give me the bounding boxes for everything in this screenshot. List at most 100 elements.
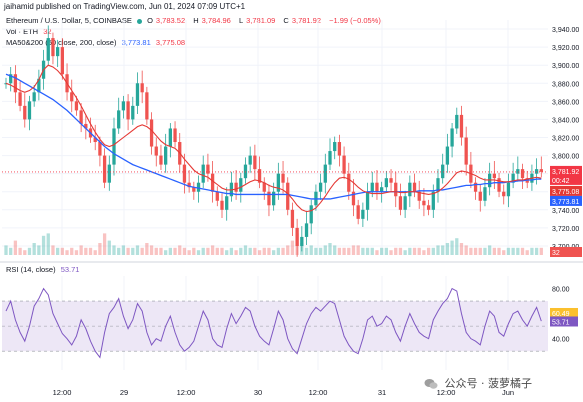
price-tick-label: 3,720.00 — [552, 226, 579, 233]
volume-bar — [65, 250, 69, 255]
price-tick-label: 3,880.00 — [552, 81, 579, 88]
candle-body — [323, 164, 327, 183]
volume-bar — [220, 247, 224, 255]
symbol-name: Ethereum / U.S. Dollar, 5, COINBASE — [6, 16, 132, 25]
candle-body — [159, 155, 163, 165]
market-status-icon — [136, 18, 142, 24]
volume-bar — [145, 243, 149, 255]
rsi-value: 53.71 — [60, 265, 80, 274]
volume-bar — [281, 247, 285, 255]
volume-bar — [516, 247, 520, 255]
candle-body — [248, 155, 252, 165]
volume-value: 32 — [43, 27, 52, 36]
volume-bar — [370, 247, 374, 255]
price-tick-label: 3,900.00 — [552, 63, 579, 70]
candle-body — [337, 142, 342, 156]
ma-slow-tag: 3,773.81 — [552, 199, 579, 206]
time-tick-label: 12:00 — [309, 388, 328, 397]
candle-body — [112, 128, 116, 165]
candle-body — [93, 137, 97, 143]
candle-body — [272, 191, 276, 206]
candle-body — [37, 78, 41, 93]
volume-bar — [488, 245, 492, 255]
rsi-tick-label: 40.00 — [552, 337, 570, 344]
candle-body — [492, 173, 496, 179]
candle-body — [192, 187, 196, 192]
volume-bar — [32, 243, 36, 255]
candle-body — [145, 92, 149, 120]
candle-body — [98, 142, 102, 156]
volume-bar — [84, 247, 88, 255]
candle-body — [483, 187, 487, 201]
time-tick-label: 30 — [254, 388, 262, 397]
candle-body — [117, 110, 121, 129]
candle-body — [370, 182, 374, 192]
price-tick-label: 3,800.00 — [552, 154, 579, 161]
volume-bar — [436, 245, 440, 255]
countdown-tag: 00:42 — [552, 178, 570, 185]
volume-bar — [206, 247, 210, 255]
volume-bar — [412, 247, 417, 255]
candle-body — [516, 169, 520, 174]
candle-body — [164, 146, 168, 165]
volume-bar — [79, 245, 83, 255]
volume-bar — [272, 250, 276, 255]
ma-label: MA50&200 (50 close, 200, close) — [6, 38, 117, 47]
volume-bar — [361, 247, 365, 255]
price-tick-label: 3,740.00 — [552, 208, 579, 215]
candle-body — [431, 191, 435, 210]
price-tick-label: 3,920.00 — [552, 45, 579, 52]
candle-body — [351, 191, 356, 206]
candle-body — [534, 169, 539, 174]
last-price-tag: 3,781.92 — [552, 169, 579, 176]
ma-value-fast: 3,775.08 — [155, 38, 186, 47]
candle-body — [253, 155, 257, 170]
volume-bar — [323, 245, 327, 255]
volume-bar — [159, 247, 163, 255]
volume-bar — [469, 247, 473, 255]
volume-bar — [304, 247, 309, 255]
ohlc-high: H 3,784.96 — [193, 16, 231, 25]
volume-bar — [37, 245, 41, 255]
candle-body — [473, 182, 478, 192]
volume-bar — [41, 235, 46, 255]
volume-bar — [107, 240, 111, 255]
volume-bar — [46, 233, 50, 255]
candle-body — [168, 128, 172, 147]
volume-bar — [483, 247, 487, 255]
volume-tag: 32 — [552, 250, 560, 257]
volume-bar — [314, 247, 318, 255]
volume-bar — [70, 247, 74, 255]
candle-body — [84, 123, 88, 129]
candle-body — [464, 137, 468, 165]
candle-body — [426, 205, 431, 210]
volume-bar — [234, 250, 238, 255]
time-tick-label: 12:00 — [437, 388, 456, 397]
ma-fast-tag: 3,775.08 — [552, 189, 579, 196]
volume-bar — [248, 247, 252, 255]
candle-body — [135, 83, 140, 106]
volume-bar — [539, 247, 543, 255]
candle-body — [375, 182, 379, 192]
volume-bar — [74, 250, 79, 255]
ma-fast-tag-bg — [550, 185, 582, 196]
volume-bar — [309, 245, 313, 255]
candle-body — [196, 182, 201, 192]
volume-bar — [135, 245, 140, 255]
candle-body — [210, 173, 215, 192]
volume-bar — [525, 250, 529, 255]
rsi-current-tag-bg — [550, 316, 578, 327]
ma-fast-line — [5, 64, 542, 213]
ma-legend: MA50&200 (50 close, 200, close) 3,773.81… — [6, 38, 188, 47]
volume-bar — [257, 250, 262, 255]
candle-body — [243, 164, 248, 179]
candle-body — [295, 227, 299, 246]
volume-bar — [267, 247, 271, 255]
candle-body — [140, 83, 144, 93]
symbol-legend: Ethereum / U.S. Dollar, 5, COINBASE O 3,7… — [6, 16, 384, 25]
volume-bar — [389, 250, 393, 255]
candle-body — [234, 182, 238, 192]
volume-bar — [23, 250, 27, 255]
candle-body — [365, 191, 370, 210]
